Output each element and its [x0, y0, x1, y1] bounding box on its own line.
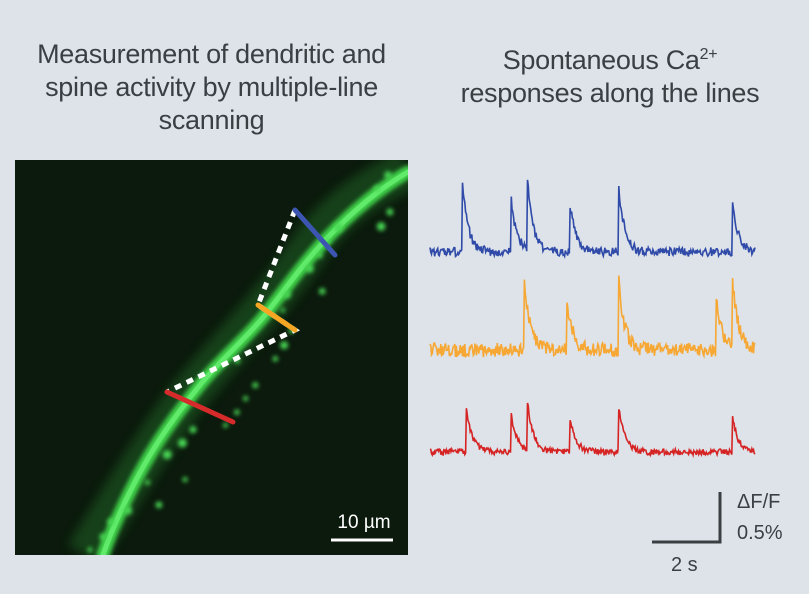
scale-bar-y-label-1: ΔF/F	[737, 491, 781, 513]
spine	[162, 450, 172, 460]
spine	[99, 533, 107, 541]
spine	[272, 356, 279, 362]
spine	[177, 438, 187, 448]
spine	[280, 341, 289, 350]
spine	[384, 171, 392, 179]
spine	[280, 307, 286, 313]
scale-bar-lines	[652, 492, 722, 544]
scan-line-red	[164, 389, 236, 425]
spine	[155, 501, 163, 509]
spine	[386, 208, 394, 216]
right-title-line2: responses along the lines	[460, 78, 760, 108]
trace-scale-bar	[652, 492, 722, 544]
spine	[123, 506, 133, 515]
spine	[243, 395, 249, 402]
calcium-traces	[429, 179, 756, 459]
right-title-superscript: 2+	[699, 46, 718, 63]
micrograph-scale-label: 10 µm	[337, 512, 390, 533]
right-title-line1: Spontaneous Ca2+	[420, 38, 800, 77]
spine	[252, 382, 259, 389]
spine	[182, 476, 188, 483]
trace-orange	[429, 275, 756, 360]
spine	[189, 426, 197, 434]
spine	[107, 518, 115, 526]
right-title: Spontaneous Ca2+ responses along the lin…	[420, 38, 800, 110]
left-title: Measurement of dendritic and spine activ…	[15, 38, 408, 137]
spine	[373, 185, 380, 192]
trace-red	[429, 402, 756, 459]
scale-bar-x-label: 2 s	[671, 554, 698, 576]
trace-blue	[429, 179, 756, 259]
scale-bar-y-label-2: 0.5%	[737, 522, 783, 544]
left-title-line2: spine activity by multiple-line	[45, 72, 378, 102]
spine	[334, 223, 343, 232]
spine	[87, 547, 93, 553]
spine	[305, 264, 314, 273]
dendrite-micrograph: 10 µm	[15, 160, 408, 555]
right-title-prefix: Spontaneous Ca	[502, 45, 700, 75]
left-title-line3: scanning	[158, 105, 265, 135]
left-title-line1: Measurement of dendritic and	[37, 39, 386, 69]
spine	[317, 252, 323, 259]
scan-line-blue	[292, 207, 338, 258]
spine	[144, 479, 151, 485]
spine	[318, 288, 326, 295]
spine	[376, 222, 386, 231]
spine	[283, 290, 292, 299]
spine	[234, 409, 240, 416]
spine	[222, 422, 229, 428]
scan-line-orange	[255, 302, 298, 333]
spines	[87, 171, 394, 553]
